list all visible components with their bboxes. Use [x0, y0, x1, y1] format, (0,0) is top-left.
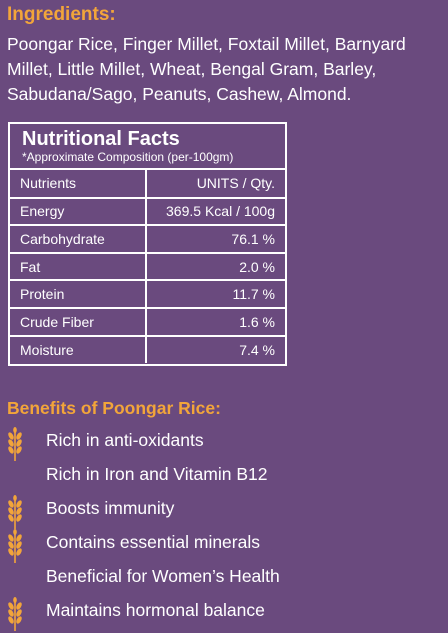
nutrient-value: 76.1 % — [146, 225, 285, 254]
nutrient-value: 2.0 % — [146, 252, 285, 282]
benefit-text: Rich in Iron and Vitamin B12 — [46, 464, 268, 484]
benefit-text: Beneficial for Women’s Health — [46, 566, 280, 586]
benefits-title: Benefits of Poongar Rice: — [7, 398, 221, 418]
nutrition-title: Nutritional Facts — [22, 128, 180, 150]
table-row: Moisture 7.4 % — [10, 335, 285, 364]
nutrition-header: Nutritional Facts *Approximate Compositi… — [10, 124, 285, 170]
table-row: Crude Fiber 1.6 % — [10, 307, 285, 337]
nutrient-label: Fat — [10, 252, 147, 282]
nutrient-value: 7.4 % — [239, 341, 275, 358]
list-item: Beneficial for Women’s Health — [0, 561, 448, 595]
benefits-list: Rich in anti-oxidants Rich in Iron and V… — [0, 425, 448, 631]
nutrient-label: Nutrients — [10, 170, 147, 199]
list-item: Rich in Iron and Vitamin B12 — [0, 459, 448, 493]
nutrient-label: Crude Fiber — [10, 307, 147, 337]
table-row: Carbohydrate 76.1 % — [10, 225, 285, 254]
table-row: Energy 369.5 Kcal / 100g — [10, 197, 285, 227]
table-row: Nutrients UNITS / Qty. — [10, 170, 285, 199]
nutrient-value: UNITS / Qty. — [146, 170, 285, 199]
ingredients-title: Ingredients: — [7, 4, 116, 25]
nutrient-label: Protein — [10, 280, 147, 309]
nutrient-label: Energy — [10, 197, 147, 227]
benefit-text: Contains essential minerals — [46, 532, 260, 552]
nutrient-label: Moisture — [10, 335, 147, 364]
table-row: Protein 11.7 % — [10, 280, 285, 309]
list-item: Rich in anti-oxidants — [0, 425, 448, 461]
nutrient-value: 1.6 % — [146, 307, 285, 337]
wheat-icon — [7, 529, 23, 563]
nutrition-subtitle: *Approximate Composition (per-100gm) — [22, 150, 234, 164]
list-item: Boosts immunity — [0, 493, 448, 529]
wheat-icon — [7, 597, 23, 631]
nutrient-value: 11.7 % — [146, 280, 285, 309]
table-row: Fat 2.0 % — [10, 252, 285, 282]
nutrient-value: 369.5 Kcal / 100g — [146, 197, 285, 227]
nutrient-label: Carbohydrate — [10, 225, 147, 254]
wheat-icon — [7, 495, 23, 529]
benefit-text: Maintains hormonal balance — [46, 600, 265, 620]
benefit-text: Rich in anti-oxidants — [46, 430, 204, 450]
nutrition-rows: Nutrients UNITS / Qty. Energy 369.5 Kcal… — [10, 170, 285, 364]
ingredients-text: Poongar Rice, Finger Millet, Foxtail Mil… — [7, 34, 406, 104]
wheat-icon — [7, 427, 23, 461]
list-item: Maintains hormonal balance — [0, 595, 448, 631]
nutrition-facts-table: Nutritional Facts *Approximate Compositi… — [8, 122, 287, 366]
benefit-text: Boosts immunity — [46, 498, 175, 518]
list-item: Contains essential minerals — [0, 527, 448, 563]
